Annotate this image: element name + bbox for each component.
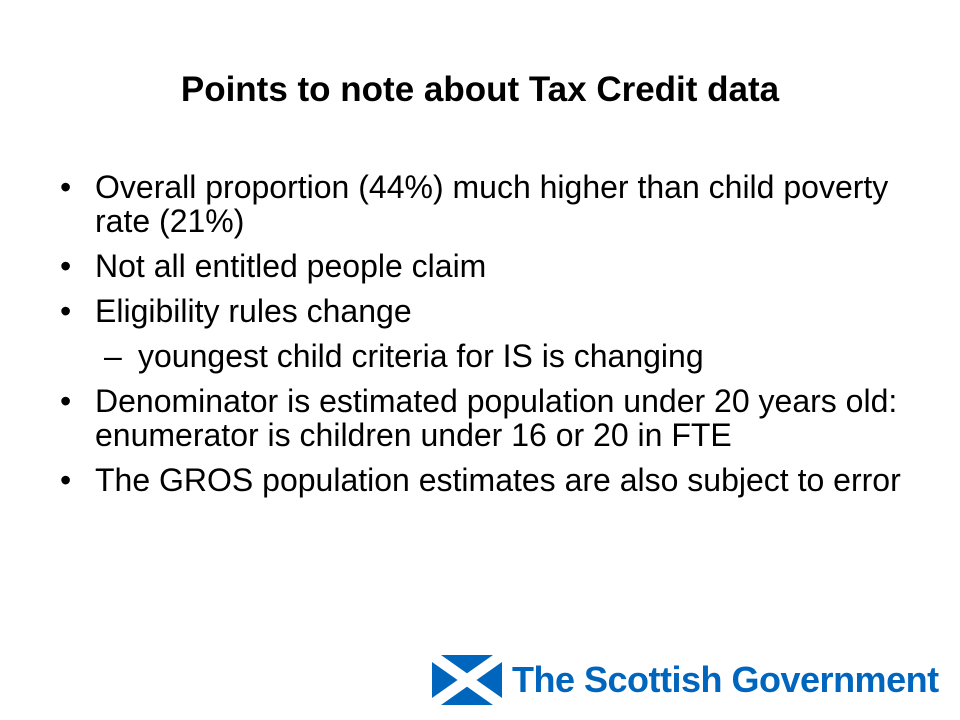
- bullet-item-denominator: • Denominator is estimated population un…: [60, 384, 910, 452]
- saltire-flag-icon: [432, 655, 502, 705]
- bullet-list: • Overall proportion (44%) much higher t…: [60, 170, 910, 508]
- sub-bullet-item-youngest-child: – youngest child criteria for IS is chan…: [60, 339, 910, 373]
- dash-icon: –: [104, 338, 122, 374]
- slide-title: Points to note about Tax Credit data: [180, 70, 780, 109]
- bullet-item-gros-estimates: • The GROS population estimates are also…: [60, 463, 910, 497]
- logo-text: The Scottish Government: [512, 659, 939, 700]
- bullet-item-overall-proportion: • Overall proportion (44%) much higher t…: [60, 170, 910, 238]
- bullet-text: Overall proportion (44%) much higher tha…: [95, 169, 889, 239]
- bullet-text: The GROS population estimates are also s…: [95, 462, 901, 498]
- bullet-icon: •: [60, 383, 72, 419]
- scottish-government-logo: The Scottish Government: [432, 652, 939, 708]
- bullet-item-eligibility-rules: • Eligibility rules change: [60, 294, 910, 328]
- sub-bullet-text: youngest child criteria for IS is changi…: [138, 338, 704, 374]
- bullet-icon: •: [60, 462, 72, 498]
- bullet-text: Not all entitled people claim: [95, 248, 487, 284]
- bullet-item-not-all-claim: • Not all entitled people claim: [60, 249, 910, 283]
- bullet-text: Denominator is estimated population unde…: [95, 383, 898, 453]
- bullet-text: Eligibility rules change: [95, 293, 412, 329]
- bullet-icon: •: [60, 169, 72, 205]
- bullet-icon: •: [60, 248, 72, 284]
- bullet-icon: •: [60, 293, 72, 329]
